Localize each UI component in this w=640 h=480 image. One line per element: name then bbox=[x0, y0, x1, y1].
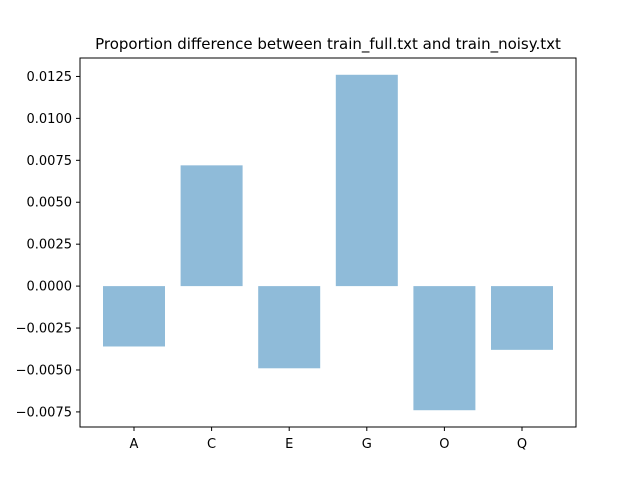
y-tick-label: 0.0100 bbox=[27, 112, 73, 127]
bar-A bbox=[103, 286, 165, 347]
y-tick-label: −0.0075 bbox=[16, 405, 72, 420]
x-tick-label: Q bbox=[517, 437, 527, 452]
bar-O bbox=[413, 286, 476, 411]
x-tick-label: A bbox=[130, 437, 139, 452]
chart-title: Proportion difference between train_full… bbox=[95, 35, 561, 54]
y-axis: −0.0075 −0.0050 −0.0025 0.0000 0.0025 0.0050 0… bbox=[16, 70, 80, 420]
x-tick-label: G bbox=[362, 437, 372, 452]
x-tick-label: E bbox=[285, 437, 293, 452]
y-tick-label: −0.0050 bbox=[16, 363, 72, 378]
y-tick-label: 0.0075 bbox=[27, 154, 73, 169]
bar-C bbox=[180, 165, 243, 287]
y-tick-label: −0.0025 bbox=[16, 322, 72, 337]
bar-G bbox=[335, 74, 398, 287]
x-tick-label: C bbox=[207, 437, 216, 452]
y-tick-label: 0.0125 bbox=[27, 70, 73, 85]
x-tick-label: O bbox=[439, 437, 449, 452]
plot-frame bbox=[79, 57, 577, 428]
y-tick-label: 0.0000 bbox=[27, 280, 73, 295]
y-tick-label: 0.0050 bbox=[27, 196, 73, 211]
bars-group bbox=[103, 74, 553, 411]
bar-E bbox=[258, 286, 321, 369]
y-tick-label: 0.0025 bbox=[27, 238, 73, 253]
bar-Q bbox=[491, 286, 553, 350]
